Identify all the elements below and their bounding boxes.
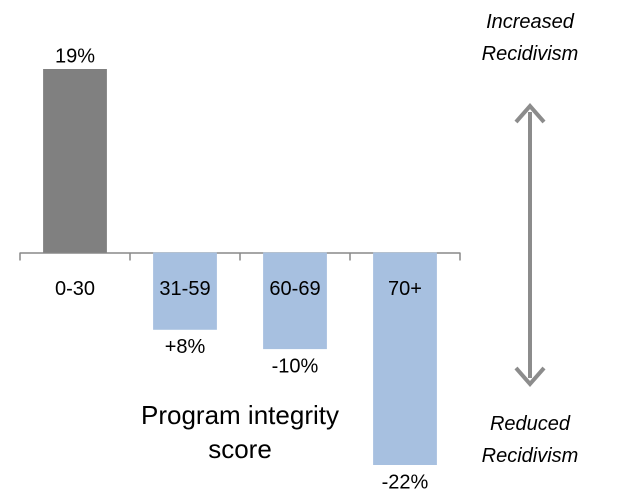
bar: [43, 69, 107, 253]
x-tick-label: 60-69: [269, 278, 320, 300]
value-label: 19%: [55, 45, 95, 67]
bar: [373, 252, 437, 465]
value-label: -22%: [382, 471, 429, 493]
annotation: Increased Recidivism: [481, 11, 579, 65]
value-label: +8%: [165, 336, 206, 358]
annotation: Reduced Recidivism: [481, 413, 579, 467]
x-tick-label: 31-59: [159, 278, 210, 300]
bar: [263, 252, 327, 350]
arrow-head-up: [514, 102, 546, 124]
x-tick-label: 0-30: [55, 278, 95, 300]
x-axis-label: Program integrity score: [141, 400, 339, 464]
arrow-head-down: [514, 366, 546, 388]
x-tick-label: 70+: [388, 278, 422, 300]
bar: [153, 252, 217, 330]
value-label: -10%: [272, 355, 319, 377]
